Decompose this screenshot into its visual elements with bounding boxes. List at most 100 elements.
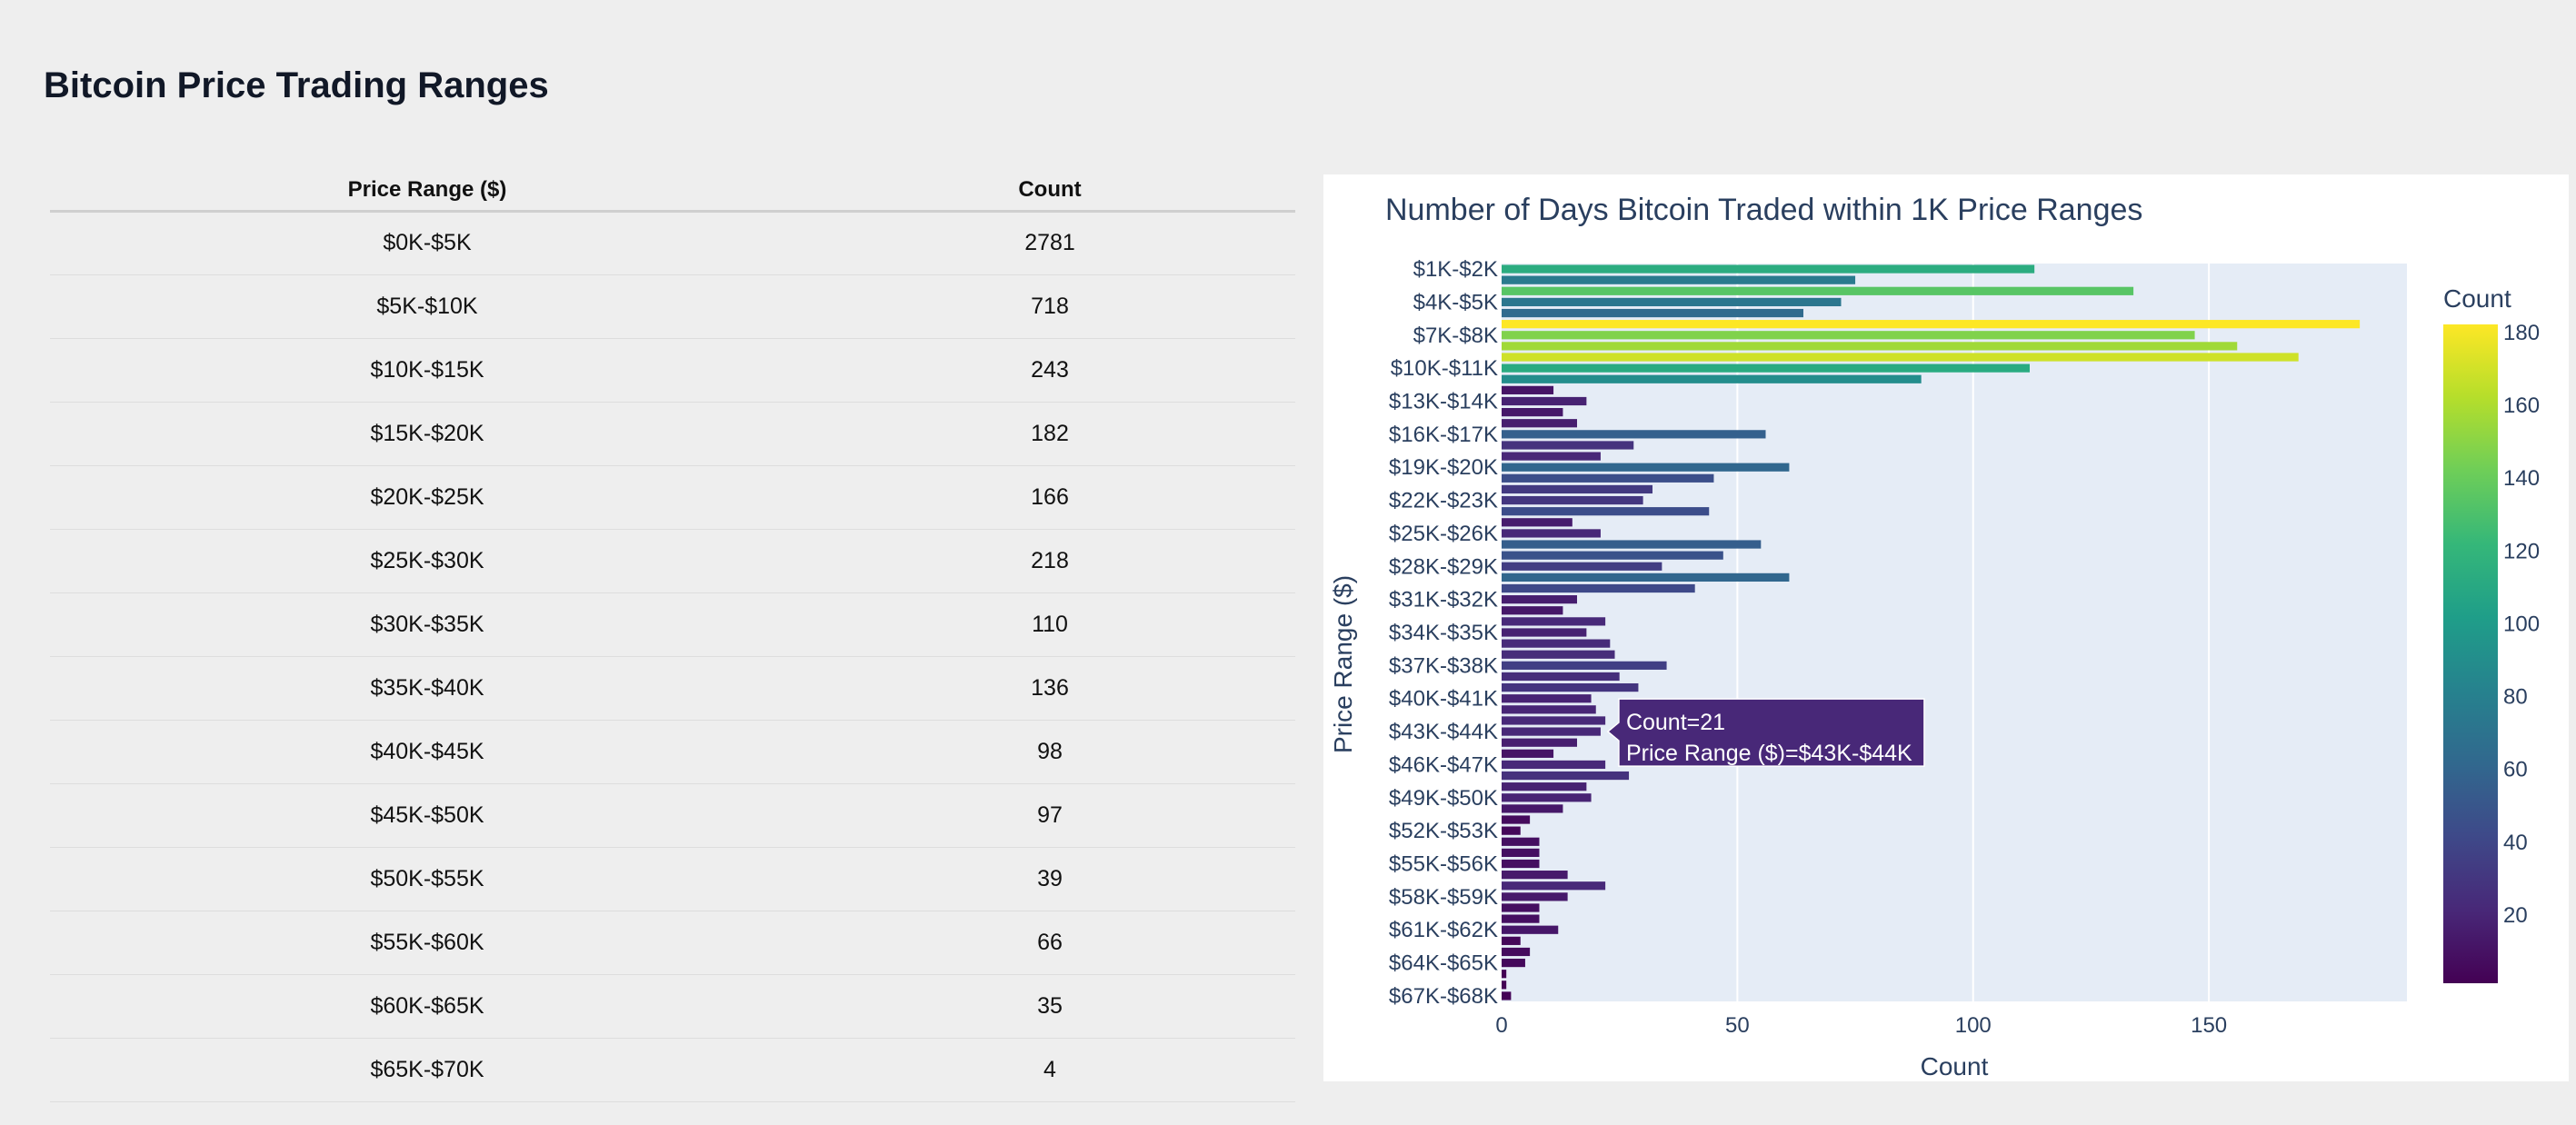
bar [1502, 848, 1540, 857]
table-row: $40K-$45K 98 [50, 720, 1295, 784]
bar [1502, 441, 1634, 450]
bar [1502, 881, 1606, 891]
bar [1502, 308, 1803, 318]
y-tick-label: $1K-$2K [1413, 257, 1498, 282]
table-row: $35K-$40K 136 [50, 656, 1295, 721]
colorbar-tick-label: 140 [2503, 466, 2540, 491]
bar [1502, 562, 1662, 571]
colorbar-title: Count [2443, 284, 2511, 313]
bar [1502, 903, 1540, 912]
colorbar-tick-label: 100 [2503, 612, 2540, 636]
bar [1502, 804, 1563, 813]
bar [1502, 286, 2134, 295]
bar [1502, 771, 1630, 781]
y-tick-label: $55K-$56K [1389, 852, 1498, 877]
bar [1502, 936, 1521, 945]
table-row: $15K-$20K 182 [50, 402, 1295, 466]
page-title: Bitcoin Price Trading Ranges [44, 65, 549, 105]
y-tick-label: $34K-$35K [1389, 621, 1498, 645]
header-price-range[interactable]: Price Range ($) [50, 171, 804, 213]
colorbar-tick-label: 20 [2503, 903, 2528, 928]
bar [1502, 738, 1577, 747]
tooltip-box [1606, 698, 1925, 767]
bar [1502, 661, 1667, 670]
bar [1502, 320, 2361, 329]
bar [1502, 859, 1540, 869]
bar [1502, 430, 1766, 439]
cell-count: 110 [804, 592, 1295, 657]
bar [1502, 892, 1568, 901]
chart-title: Number of Days Bitcoin Traded within 1K … [1385, 193, 2142, 227]
bar [1502, 793, 1592, 802]
tooltip-range-label: Price Range ($)=$43K-$44K [1626, 741, 1912, 766]
bar [1502, 815, 1531, 824]
bar [1502, 385, 1554, 394]
bar [1502, 694, 1592, 703]
price-range-table-grid: Price Range ($) Count $0K-$5K 2781 $5K-$10… [50, 171, 1295, 1102]
bar [1502, 583, 1695, 593]
bar [1502, 826, 1521, 835]
bar [1502, 540, 1762, 549]
bar [1502, 606, 1563, 615]
cell-count: 4 [804, 1038, 1295, 1102]
bar [1502, 716, 1606, 725]
bar [1502, 914, 1540, 923]
table-row: $50K-$55K 39 [50, 847, 1295, 911]
cell-price-range: $15K-$20K [50, 402, 804, 466]
y-tick-label: $67K-$68K [1389, 984, 1498, 1009]
cell-price-range: $30K-$35K [50, 592, 804, 657]
bar [1502, 551, 1723, 560]
bar [1502, 782, 1587, 791]
bar [1502, 595, 1577, 604]
bar [1502, 947, 1531, 957]
x-tick-label: 150 [2191, 1013, 2227, 1038]
cell-count: 97 [804, 783, 1295, 848]
cell-price-range: $45K-$50K [50, 783, 804, 848]
bar [1502, 682, 1639, 692]
table-row: $55K-$60K 66 [50, 911, 1295, 975]
y-tick-label: $52K-$53K [1389, 819, 1498, 843]
colorbar-tick-label: 80 [2503, 685, 2528, 710]
bar [1502, 353, 2299, 362]
cell-price-range: $35K-$40K [50, 656, 804, 721]
y-tick-label: $61K-$62K [1389, 918, 1498, 942]
y-tick-label: $64K-$65K [1389, 951, 1498, 976]
bar [1502, 837, 1540, 846]
cell-count: 136 [804, 656, 1295, 721]
bar [1502, 760, 1606, 770]
bar [1502, 396, 1587, 406]
cell-count: 218 [804, 529, 1295, 593]
hover-tooltip: Count=21 Price Range ($)=$43K-$44K [1606, 698, 1925, 767]
bar [1502, 529, 1601, 538]
tooltip-count-label: Count=21 [1626, 710, 1725, 735]
cell-price-range: $0K-$5K [50, 211, 804, 275]
cell-price-range: $10K-$15K [50, 338, 804, 403]
bar [1502, 495, 1643, 505]
bar [1502, 572, 1790, 582]
cell-price-range: $50K-$55K [50, 847, 804, 911]
bar [1502, 363, 2030, 373]
cell-count: 243 [804, 338, 1295, 403]
bar [1502, 275, 1856, 284]
bar [1502, 419, 1577, 428]
cell-count: 39 [804, 847, 1295, 911]
cell-count: 2781 [804, 211, 1295, 275]
header-count[interactable]: Count [804, 171, 1295, 213]
bar [1502, 264, 2035, 274]
bar [1502, 650, 1615, 659]
y-tick-label: $19K-$20K [1389, 455, 1498, 480]
bar [1502, 342, 2238, 351]
bar [1502, 628, 1587, 637]
cell-price-range: $60K-$65K [50, 974, 804, 1039]
y-tick-label: $7K-$8K [1413, 324, 1498, 348]
plot-area [1502, 264, 2407, 1001]
cell-count: 35 [804, 974, 1295, 1039]
bar [1502, 871, 1568, 880]
bar [1502, 473, 1714, 483]
y-tick-label: $49K-$50K [1389, 786, 1498, 811]
chart-panel: Number of Days Bitcoin Traded within 1K … [1323, 174, 2569, 1081]
bar-chart[interactable]: Number of Days Bitcoin Traded within 1K … [1323, 174, 2569, 1081]
bar [1502, 617, 1606, 626]
y-tick-label: $10K-$11K [1391, 356, 1498, 381]
bar [1502, 297, 1842, 307]
